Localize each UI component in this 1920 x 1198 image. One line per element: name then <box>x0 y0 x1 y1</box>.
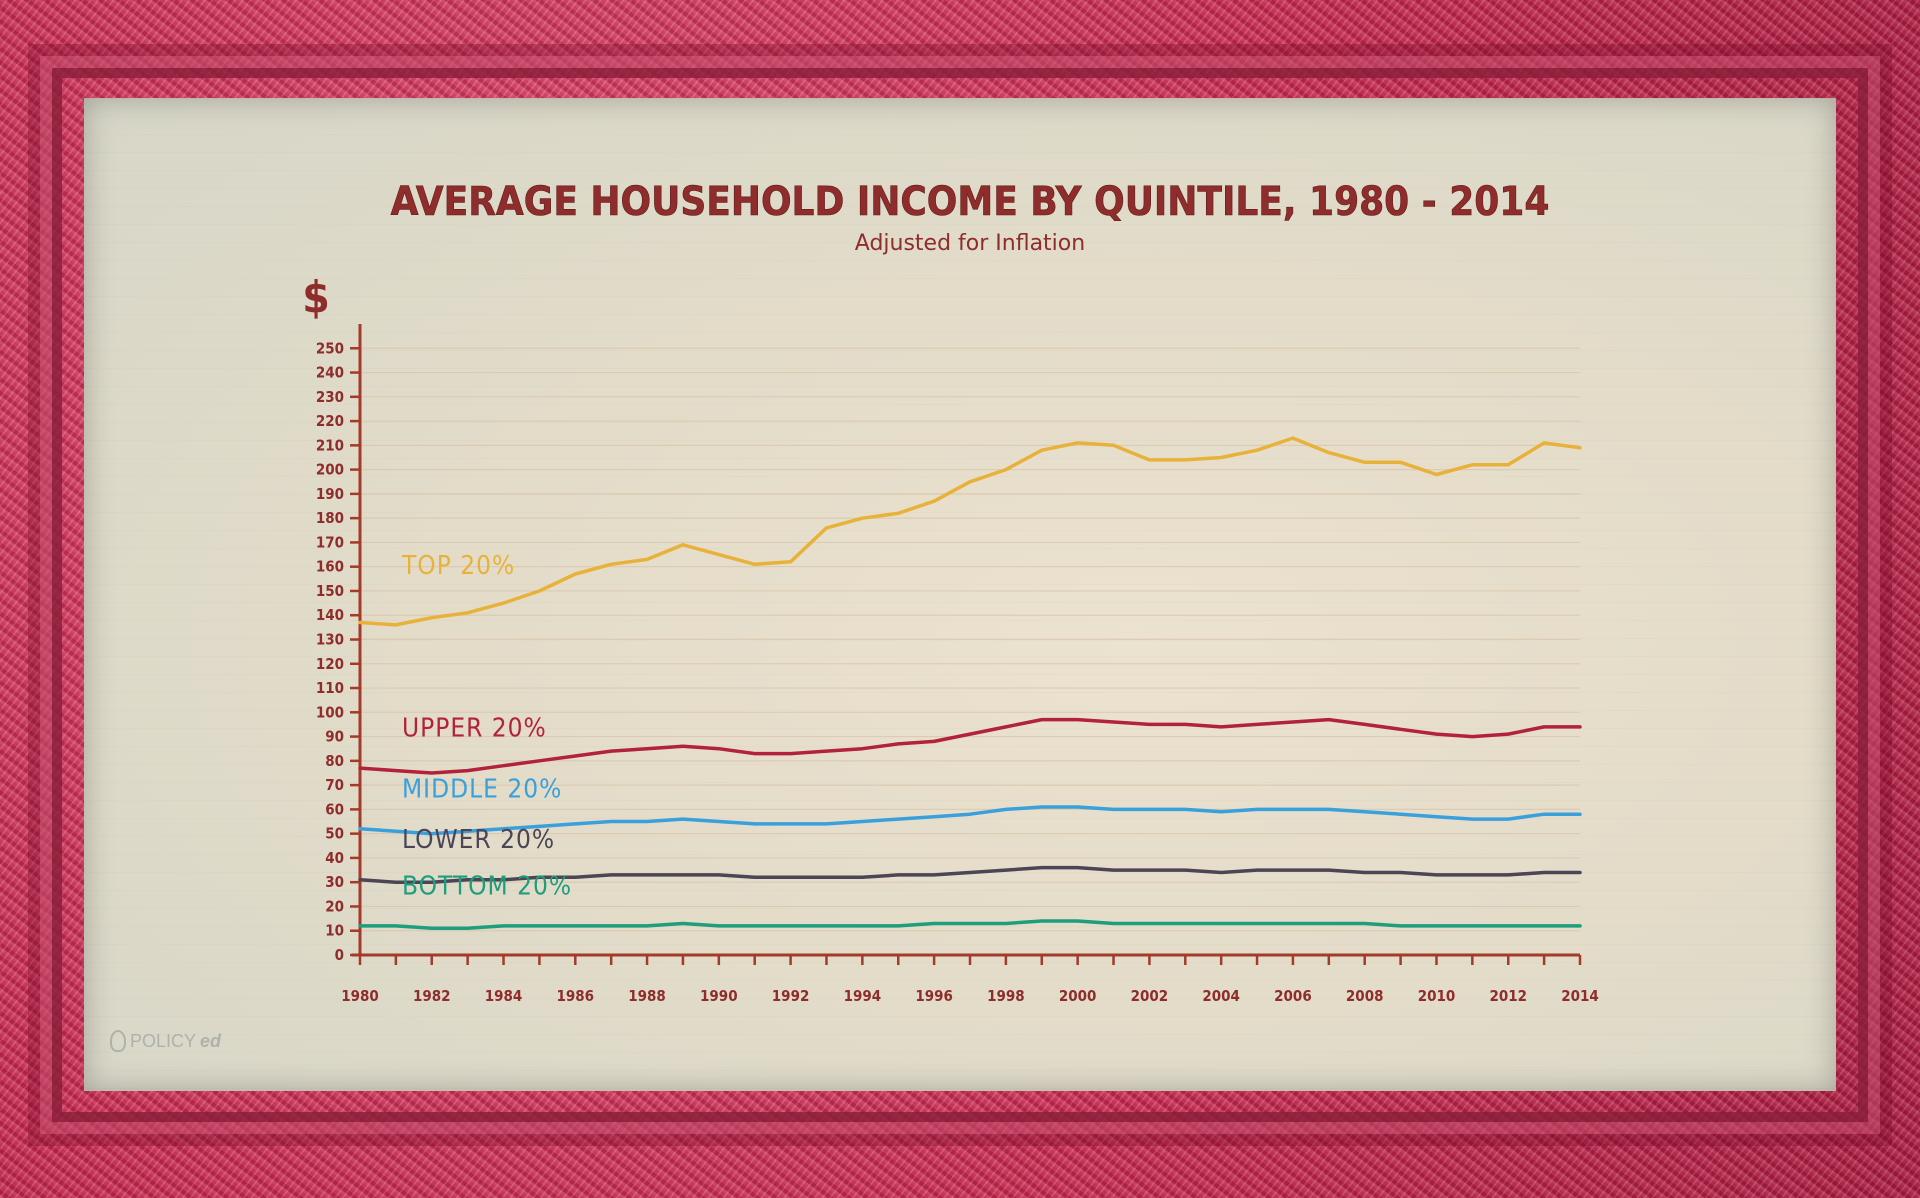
y-tick-label: 60 <box>325 800 344 818</box>
y-tick-label: 10 <box>325 922 344 940</box>
y-tick-label: 0 <box>335 946 344 964</box>
y-tick-label: 240 <box>316 364 344 382</box>
series-label-1: TOP 20% <box>401 551 515 581</box>
y-axis-label: $ <box>302 272 330 323</box>
y-tick-label: 110 <box>316 679 344 697</box>
x-tick-label: 2004 <box>1202 987 1240 1005</box>
logo-text-policy: POLICY <box>130 1030 197 1051</box>
x-tick-label: 2014 <box>1561 987 1599 1005</box>
x-tick-label: 1994 <box>844 987 882 1005</box>
x-tick-label: 1988 <box>628 987 666 1005</box>
y-tick-label: 80 <box>325 752 344 770</box>
series-label-3: MIDDLE 20% <box>402 774 562 804</box>
x-tick-label: 2002 <box>1131 987 1169 1005</box>
series-labels: TOP 20% UPPER 20% MIDDLE 20% LOWER 20% BOTTO… <box>401 551 572 901</box>
x-tick-label: 1982 <box>413 987 451 1005</box>
y-tick-label: 230 <box>316 388 344 406</box>
x-tick-label: 2012 <box>1489 987 1527 1005</box>
y-tick-label: 120 <box>316 655 344 673</box>
x-tick-label: 1996 <box>915 987 953 1005</box>
series-label-5: BOTTOM 20% <box>402 871 572 901</box>
x-tick-label: 2010 <box>1418 987 1456 1005</box>
series-line-1 <box>358 436 1582 627</box>
y-tick-label: 180 <box>316 509 344 527</box>
y-tick-label: 90 <box>325 728 344 746</box>
x-tick-label: 2000 <box>1059 987 1097 1005</box>
y-tick-label: 250 <box>316 339 344 357</box>
y-tick-label: 150 <box>316 582 344 600</box>
y-tick-label: 50 <box>325 825 344 843</box>
grid-lines <box>360 347 1580 932</box>
y-tick-label: 20 <box>325 897 344 915</box>
series-line-3 <box>358 805 1582 836</box>
x-tick-label: 2006 <box>1274 987 1312 1005</box>
x-tick-label: 1980 <box>341 987 379 1005</box>
series-label-2: UPPER 20% <box>402 714 547 744</box>
logo-text-ed: ed <box>200 1030 222 1051</box>
x-tick-labels: 1980 1982 1984 1986 1988 1990 1992 1994 1996 1998… <box>341 987 1599 1005</box>
y-tick-label: 200 <box>316 461 344 479</box>
x-tick-label: 1990 <box>700 987 738 1005</box>
y-tick-label: 130 <box>316 631 344 649</box>
series-line-4 <box>358 865 1582 884</box>
series-line-5 <box>358 919 1582 931</box>
series-label-4: LOWER 20% <box>402 825 555 855</box>
chart-title: AVERAGE HOUSEHOLD INCOME BY QUINTILE, 19… <box>391 179 1550 225</box>
x-tick-label: 1992 <box>772 987 810 1005</box>
y-tick-label: 40 <box>325 849 344 867</box>
y-tick-label: 190 <box>316 485 344 503</box>
chart-subtitle: Adjusted for Inflation <box>855 231 1085 256</box>
x-tick-label: 2008 <box>1346 987 1384 1005</box>
y-tick-label: 160 <box>316 558 344 576</box>
y-tick-label: 210 <box>316 436 344 454</box>
series-lines <box>358 436 1582 931</box>
y-tick-label: 70 <box>325 776 344 794</box>
y-tick-label: 140 <box>316 606 344 624</box>
x-tick-label: 1984 <box>485 987 523 1005</box>
policyed-logo: POLICY ed <box>110 1030 221 1052</box>
axes <box>350 324 1582 965</box>
y-tick-label: 170 <box>316 533 344 551</box>
y-tick-label: 220 <box>316 412 344 430</box>
x-tick-label: 1986 <box>557 987 595 1005</box>
y-tick-labels: 0 10 20 30 40 50 60 70 80 90 100 110 120 130 140 150 160… <box>316 339 344 964</box>
y-tick-label: 100 <box>316 703 344 721</box>
x-tick-label: 1998 <box>987 987 1025 1005</box>
lightbulb-icon <box>110 1030 126 1052</box>
series-line-2 <box>358 717 1582 775</box>
y-tick-label: 30 <box>325 873 344 891</box>
